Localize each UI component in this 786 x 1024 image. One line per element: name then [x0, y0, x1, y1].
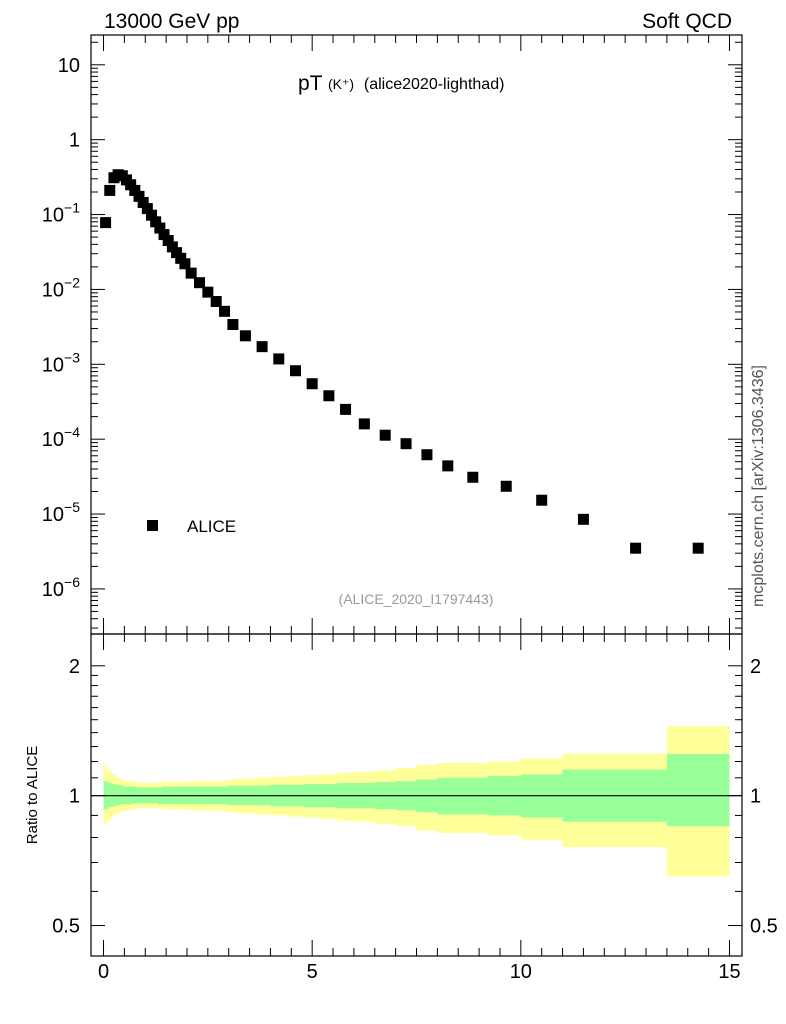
data-point [467, 471, 479, 483]
ratio-y-tick-label-right: 1 [750, 786, 761, 808]
data-point [129, 184, 141, 196]
data-point [166, 241, 178, 253]
data-point [137, 196, 149, 208]
data-point [194, 277, 205, 289]
data-point [577, 513, 589, 525]
data-point [273, 353, 285, 365]
data-point [219, 305, 231, 317]
data-point [239, 330, 251, 342]
legend-marker [147, 520, 158, 531]
main-x-axis [103, 35, 730, 634]
main-y-tick-label: 10−4 [42, 424, 80, 451]
data-point [536, 494, 548, 506]
plot-title: pT (K⁺) (alice2020-lighthad) [298, 71, 504, 95]
plot-title-suffix: (alice2020-lighthad) [364, 76, 505, 93]
main-y-tick-label: 10−3 [42, 349, 80, 376]
main-y-tick-label: 10−2 [42, 274, 80, 301]
data-point [125, 179, 137, 191]
data-point [692, 542, 704, 554]
data-point [306, 378, 318, 390]
data-point [202, 286, 214, 298]
ratio-y-axis-label: Ratio to ALICE [24, 746, 41, 844]
ratio-y-tick-label: 2 [69, 656, 80, 678]
data-point [400, 438, 412, 450]
main-frame [90, 34, 743, 635]
main-y-tick-label: 1 [69, 130, 80, 152]
data-point [379, 429, 391, 441]
x-tick-label: 10 [510, 961, 532, 983]
main-y-tick-label: 10−6 [42, 574, 80, 601]
data-point [179, 258, 191, 270]
main-y-tick-label: 10 [58, 55, 80, 77]
data-point [256, 341, 268, 353]
ratio-y-tick-label: 0.5 [52, 916, 80, 938]
data-point [442, 460, 454, 472]
data-point [289, 365, 301, 377]
ratio-stat-uncertainty-band [103, 753, 730, 827]
data-point [358, 418, 370, 430]
data-point [227, 319, 239, 331]
ratio-bands [103, 726, 730, 877]
x-tick-label: 5 [307, 961, 318, 983]
ratio-y-axis: 2 2 1 1 0.5 0.5 [52, 656, 778, 938]
data-point [323, 390, 335, 402]
data-point [100, 217, 112, 229]
side-credit-label: mcplots.cern.ch [arXiv:1306.3436] [750, 365, 767, 607]
data-point [340, 403, 352, 415]
data-point [500, 480, 512, 492]
data-points [100, 169, 704, 554]
x-tick-label: 0 [98, 961, 109, 983]
data-point [150, 216, 162, 228]
ratio-y-tick-label-right: 0.5 [750, 916, 778, 938]
main-y-tick-label: 10−1 [42, 200, 80, 227]
data-point [630, 542, 642, 554]
data-point [141, 203, 153, 215]
data-point [104, 184, 116, 196]
header-left-label: 13000 GeV pp [104, 10, 239, 33]
data-point [133, 190, 145, 202]
x-tick-label: 15 [718, 961, 740, 983]
legend-label: ALICE [187, 517, 236, 536]
analysis-watermark: (ALICE_2020_I1797443) [339, 591, 494, 607]
data-point [171, 247, 183, 259]
plot-title-particle: (K⁺) [328, 76, 354, 92]
ratio-x-axis: 0 5 10 15 [98, 634, 741, 983]
data-point [154, 222, 166, 234]
data-point [158, 229, 170, 241]
ratio-y-tick-label-right: 2 [750, 656, 761, 678]
plot-title-main: pT [298, 72, 323, 95]
main-panel: 10 1 10−1 10−2 10−3 10−4 10−5 10−6 pT (K⁺) (ali… [42, 34, 743, 635]
data-point [421, 449, 433, 461]
data-point [210, 295, 222, 307]
main-y-tick-label: 10−5 [42, 499, 80, 526]
data-point [146, 209, 158, 221]
main-y-axis: 10 1 10−1 10−2 10−3 10−4 10−5 10−6 [42, 41, 742, 629]
data-point [162, 235, 174, 247]
ratio-panel: 2 2 1 1 0.5 0.5 0 5 10 15 Ratio to ALICE [24, 633, 778, 983]
header-right-label: Soft QCD [642, 10, 732, 33]
data-point [185, 267, 197, 279]
ratio-y-tick-label: 1 [69, 786, 80, 808]
